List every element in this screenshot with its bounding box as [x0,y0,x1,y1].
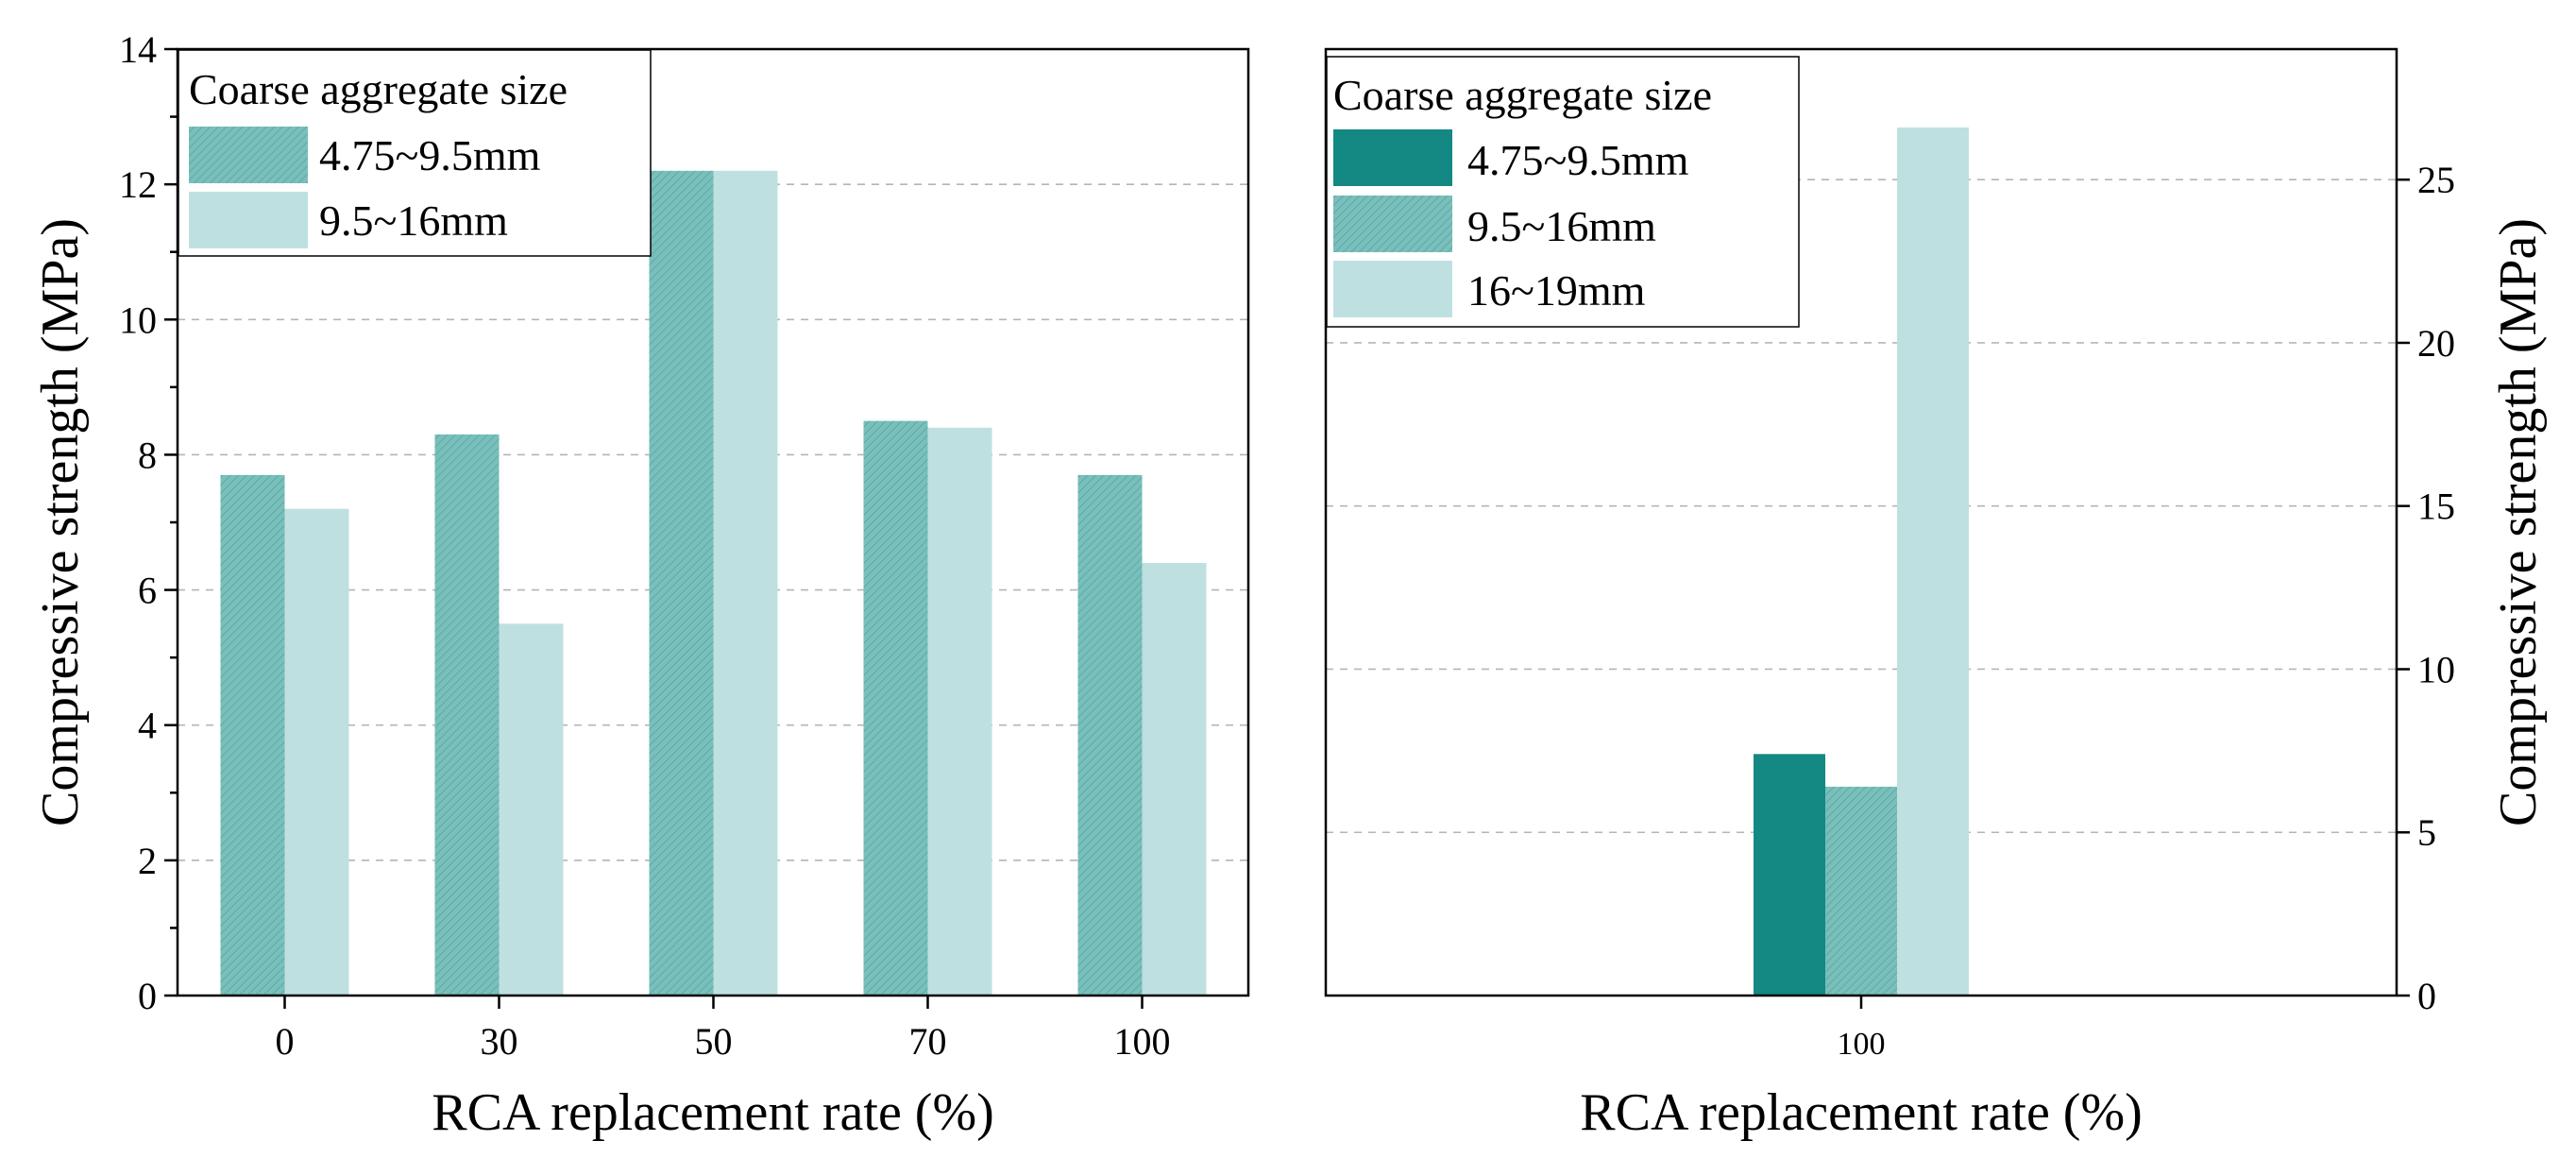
left-legend-label-4-75-9-5mm: 4.75~9.5mm [319,131,541,179]
right-bar-9-5-16mm-100 [1825,786,1897,996]
right-y-tick-label: 25 [2417,159,2455,201]
left-y-tick-label: 8 [138,434,157,476]
left-legend-swatch-4-75-9-5mm [189,127,308,183]
right-bar-16-19mm-100 [1897,127,1969,996]
left-bar-4-75-9-5mm-100 [1077,474,1143,996]
left-bar-9-5-16mm-50 [713,170,778,996]
left-y-tick-label: 12 [119,163,157,206]
right-x-ticks: 100 [1838,996,1886,1062]
right-y-tick-label: 0 [2417,975,2436,1017]
right-y-axis-label: Compressive strength (MPa) [2489,218,2548,826]
right-legend-swatch-9-5-16mm [1333,196,1452,252]
left-legend: Coarse aggregate size 4.75~9.5mm 9.5~16m… [178,49,652,257]
left-y-tick-label: 6 [138,570,157,612]
left-x-tick-label: 100 [1114,1020,1171,1063]
right-legend-label-9-5-16mm: 9.5~16mm [1467,202,1656,250]
right-y-tick-label: 5 [2417,811,2436,854]
left-y-tick-label: 4 [138,705,157,747]
left-y-ticks: 0 2 4 6 8 10 12 14 [119,28,178,1017]
left-x-tick-label: 70 [909,1020,947,1063]
left-y-tick-label: 0 [138,975,157,1017]
left-bar-4-75-9-5mm-0 [220,474,285,996]
left-x-tick-label: 50 [695,1020,733,1063]
left-bar-4-75-9-5mm-30 [434,434,500,996]
left-y-tick-label: 10 [119,298,157,341]
right-legend-label-16-19mm: 16~19mm [1467,266,1646,315]
right-bars [1754,127,1969,996]
left-bar-4-75-9-5mm-70 [863,420,928,996]
left-bar-9-5-16mm-30 [499,623,564,996]
left-bars [220,170,1207,996]
left-x-tick-label: 30 [481,1020,518,1063]
left-bar-9-5-16mm-70 [927,427,992,996]
right-legend: Coarse aggregate size 4.75~9.5mm 9.5~16m… [1326,56,1800,328]
right-gridlines [1326,179,2397,834]
right-legend-swatch-4-75-9-5mm [1333,129,1452,186]
left-x-ticks: 0 30 50 70 100 [276,996,1171,1063]
right-legend-swatch-16-19mm [1333,261,1452,317]
left-legend-title: Coarse aggregate size [189,65,568,113]
left-x-axis-label: RCA replacement rate (%) [432,1083,994,1142]
left-legend-label-9-5-16mm: 9.5~16mm [319,196,508,245]
right-legend-label-4-75-9-5mm: 4.75~9.5mm [1467,136,1689,184]
right-bar-4-75-9-5mm-100 [1754,754,1825,996]
right-x-tick-label: 100 [1838,1027,1886,1062]
right-y-tick-label: 15 [2417,485,2455,528]
left-legend-swatch-9-5-16mm [189,192,308,248]
right-y-tick-label: 10 [2417,648,2455,690]
left-bar-9-5-16mm-0 [284,508,349,996]
right-y-tick-label: 20 [2417,322,2455,365]
chart-left: 0 2 4 6 8 10 12 14 0 30 50 70 100 RCA replacement r… [31,28,1250,1142]
left-y-tick-label: 14 [119,28,157,71]
left-y-tick-label: 2 [138,840,157,882]
left-y-axis-label: Compressive strength (MPa) [31,218,90,826]
left-bar-9-5-16mm-100 [1142,562,1207,996]
left-bar-4-75-9-5mm-50 [649,170,714,996]
right-legend-title: Coarse aggregate size [1333,71,1712,119]
right-y-ticks: 0 5 10 15 20 25 [2397,159,2455,1017]
left-x-tick-label: 0 [276,1020,295,1063]
right-x-axis-label: RCA replacement rate (%) [1580,1083,2143,1142]
